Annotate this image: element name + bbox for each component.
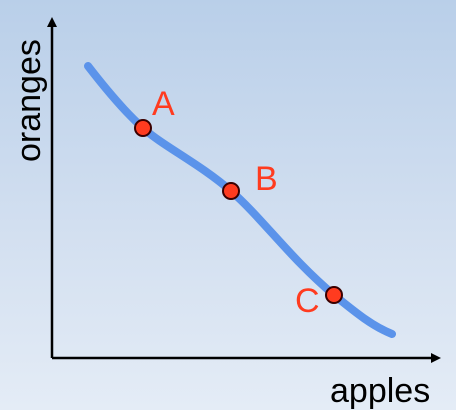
y-axis-label: oranges [10, 39, 48, 162]
point-a [134, 119, 152, 137]
x-axis-label: apples [330, 372, 430, 410]
point-c [325, 286, 343, 304]
point-b [222, 182, 240, 200]
point-b-label: B [255, 160, 278, 198]
point-c-label: C [295, 282, 320, 320]
tradeoff-curve [84, 62, 396, 338]
point-a-label: A [152, 85, 175, 123]
